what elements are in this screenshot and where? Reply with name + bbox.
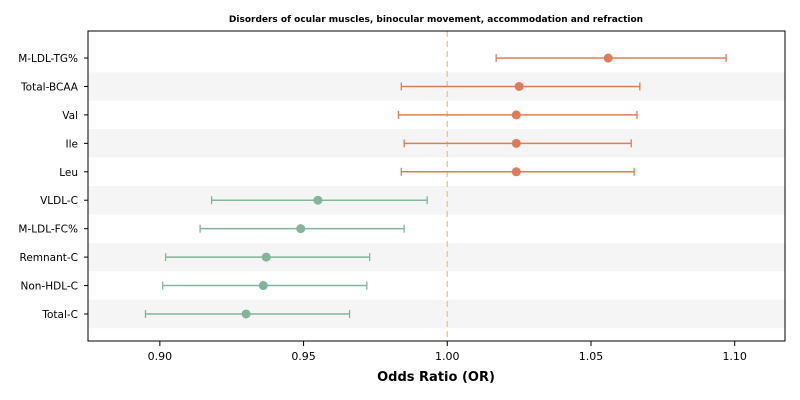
- y-axis-labels: M-LDL-TG% Total-BCAA Val Ile Leu VLDL-C M-LDL-…: [18, 53, 88, 321]
- or-point: [296, 224, 306, 234]
- x-tick-label: 1.00: [435, 350, 460, 363]
- x-tick-label: 0.90: [148, 350, 173, 363]
- row-label: Total-BCAA: [20, 81, 79, 93]
- or-point: [241, 309, 251, 319]
- row-bands: [88, 72, 785, 329]
- row-label: Non-HDL-C: [21, 281, 79, 293]
- or-point: [603, 53, 613, 63]
- plot-frame: [87, 30, 786, 342]
- or-point: [514, 81, 524, 91]
- x-axis-label: Odds Ratio (OR): [377, 370, 495, 385]
- x-tick-label: 1.05: [579, 350, 604, 363]
- forest-row: [400, 167, 635, 177]
- or-point: [258, 281, 268, 291]
- forest-row: [144, 309, 351, 319]
- row-band: [88, 186, 785, 215]
- or-point: [511, 110, 521, 120]
- row-label: Ile: [66, 138, 78, 150]
- forest-row: [210, 195, 428, 205]
- x-tick-label: 0.95: [291, 350, 316, 363]
- row-label: VLDL-C: [40, 195, 78, 207]
- forest-row: [403, 138, 632, 148]
- or-point: [511, 167, 521, 177]
- or-point: [313, 195, 323, 205]
- x-axis-ticks: 0.90 0.95 1.00 1.05 1.10: [148, 341, 747, 363]
- forest-row: [400, 81, 641, 91]
- row-label: Total-C: [41, 309, 78, 321]
- row-label: Remnant-C: [20, 252, 79, 264]
- row-label: Val: [62, 110, 78, 122]
- forest-row: [495, 53, 727, 63]
- or-point: [261, 252, 271, 262]
- row-label: M-LDL-FC%: [18, 224, 78, 236]
- chart-title: Disorders of ocular muscles, binocular m…: [229, 15, 643, 25]
- or-point: [511, 138, 521, 148]
- forest-row: [199, 224, 405, 234]
- forest-row: [162, 281, 368, 291]
- forest-row: [164, 252, 371, 262]
- row-label: M-LDL-TG%: [18, 53, 78, 65]
- x-tick-label: 1.10: [722, 350, 747, 363]
- data-rows: [144, 53, 727, 319]
- forest-row: [397, 110, 638, 120]
- row-label: Leu: [59, 167, 78, 179]
